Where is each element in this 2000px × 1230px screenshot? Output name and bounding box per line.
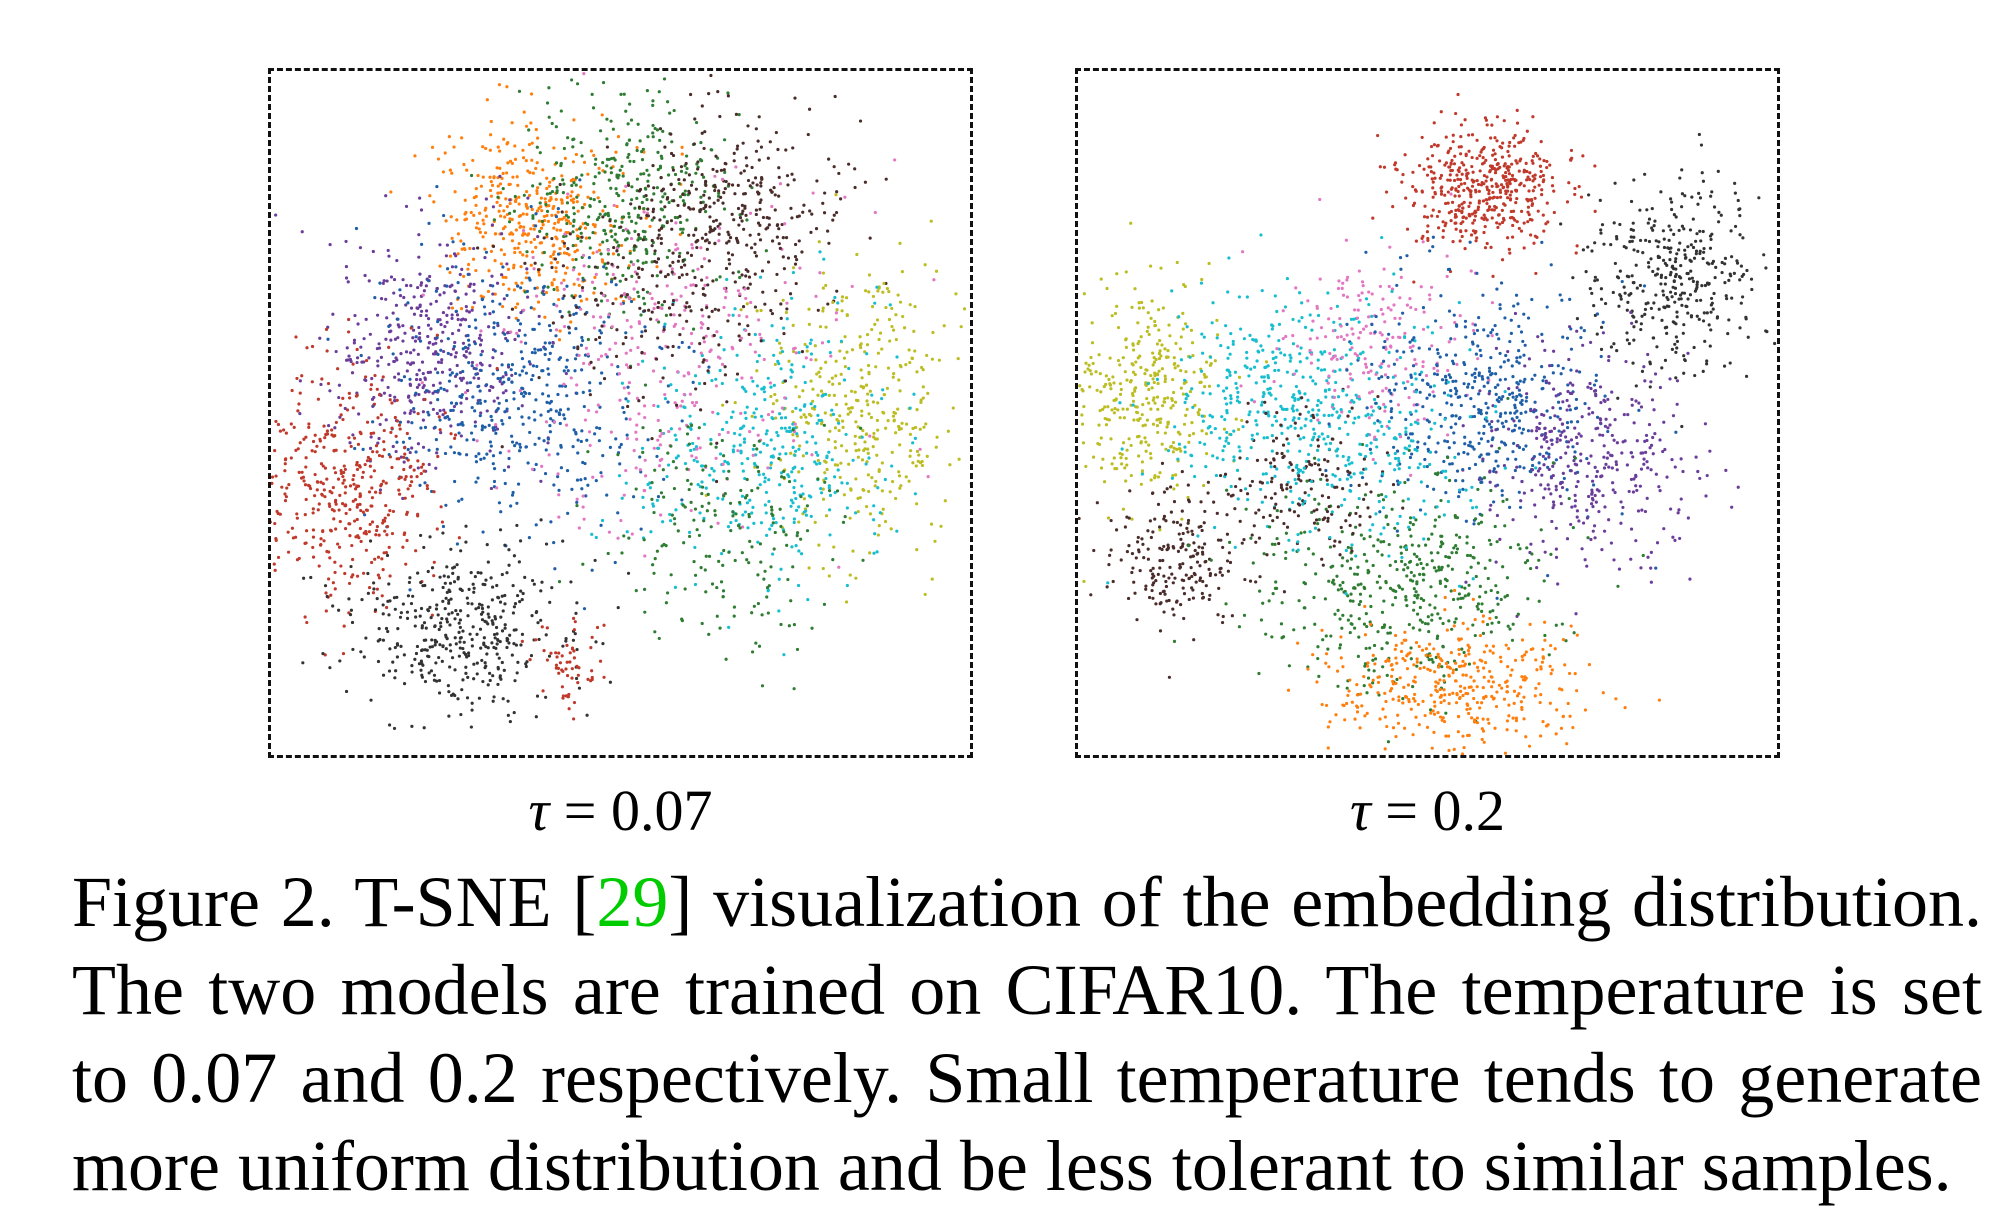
tau-value: 0.07 <box>610 778 713 843</box>
caption-line-4: more uniform distribution and be less to… <box>72 1126 1952 1206</box>
equals-sign: = <box>549 778 611 843</box>
citation-link[interactable]: 29 <box>596 862 669 942</box>
tau-symbol: τ <box>528 778 550 843</box>
figure-caption: Figure 2. T-SNE [29] visualization of th… <box>72 858 1982 1210</box>
tsne-panel-left <box>268 68 973 758</box>
caption-text: Figure 2. T-SNE [ <box>72 862 597 942</box>
tsne-scatter-right <box>1078 92 1777 755</box>
subcaption-left: τ = 0.07 <box>268 778 973 844</box>
tau-symbol: τ <box>1350 778 1371 843</box>
caption-line-1: Figure 2. T-SNE [29] visualization of th… <box>72 858 1982 946</box>
caption-text: ] visualization of the embedding distrib… <box>668 862 1982 942</box>
equals-sign: = <box>1370 778 1433 843</box>
tau-value: 0.2 <box>1432 778 1505 843</box>
tsne-scatter-left <box>271 71 970 731</box>
caption-line-2: The two models are trained on CIFAR10. T… <box>72 950 1982 1030</box>
subcaption-right: τ = 0.2 <box>1075 778 1780 844</box>
caption-line-3: to 0.07 and 0.2 respectively. Small temp… <box>72 1038 1982 1118</box>
tsne-panel-right <box>1075 68 1780 758</box>
